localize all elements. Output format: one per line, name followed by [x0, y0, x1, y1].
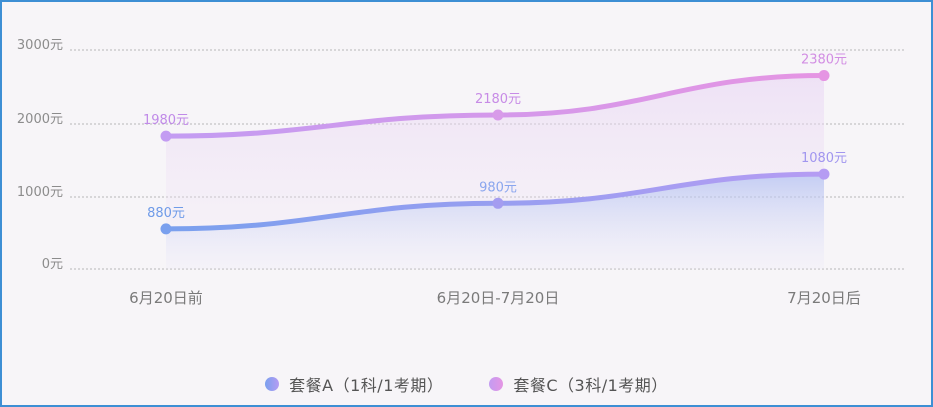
y-tick-label: 0元 — [42, 257, 63, 272]
data-label: 880元 — [147, 206, 185, 221]
x-tick-label: 6月20日前 — [129, 289, 203, 307]
data-label: 1080元 — [801, 151, 847, 166]
legend-swatch-a — [265, 377, 280, 391]
data-point — [492, 197, 504, 209]
data-label: 1980元 — [143, 113, 189, 128]
legend-item-series-a[interactable]: 套餐A（1科/1考期） — [265, 372, 443, 396]
x-tick-label: 7月20日后 — [787, 289, 861, 307]
data-label: 2180元 — [475, 92, 521, 107]
y-tick-label: 1000元 — [17, 185, 63, 200]
y-tick-label: 3000元 — [17, 38, 63, 53]
area-layer — [166, 75, 824, 269]
data-point — [160, 130, 172, 142]
series-area — [166, 174, 824, 269]
label-layer: 1980元 2180元 2380元 880元 980元 1080元 — [143, 53, 847, 221]
data-point — [492, 109, 504, 121]
data-label: 2380元 — [801, 53, 847, 68]
legend-label-c: 套餐C（3科/1考期） — [513, 376, 668, 395]
legend-label-a: 套餐A（1科/1考期） — [289, 376, 444, 395]
y-tick-label: 2000元 — [17, 112, 63, 127]
point-layer — [160, 70, 830, 235]
legend-swatch-c — [489, 377, 504, 391]
data-point — [160, 223, 172, 235]
data-label: 980元 — [479, 180, 517, 195]
legend-item-series-c[interactable]: 套餐C（3科/1考期） — [489, 372, 667, 396]
chart-legend: 套餐A（1科/1考期） 套餐C（3科/1考期） — [0, 372, 933, 396]
data-point — [818, 70, 830, 82]
x-tick-label: 6月20日-7月20日 — [437, 289, 560, 307]
data-point — [818, 168, 830, 180]
